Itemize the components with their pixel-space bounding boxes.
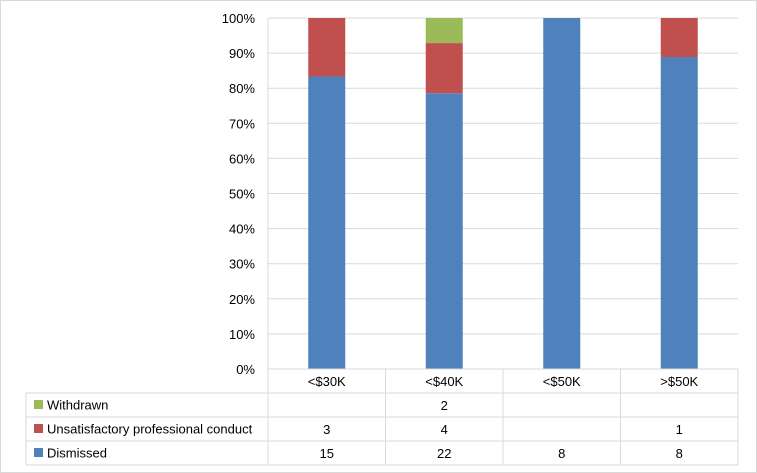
- legend-swatch: [34, 424, 43, 433]
- bar-segment: [543, 18, 581, 369]
- legend-label: Unsatisfactory professional conduct: [47, 422, 253, 437]
- data-table-value: 3: [323, 422, 330, 437]
- y-tick-label: 0%: [236, 362, 255, 377]
- y-tick-label: 70%: [229, 116, 255, 131]
- bar-segment: [308, 76, 346, 369]
- data-table-value: 22: [437, 446, 451, 461]
- data-table-value: 8: [558, 446, 565, 461]
- x-category-label: >$50K: [660, 374, 698, 389]
- y-tick-label: 80%: [229, 81, 255, 96]
- data-table-value: 4: [441, 422, 448, 437]
- y-tick-label: 90%: [229, 46, 255, 61]
- legend-swatch: [34, 400, 43, 409]
- bar-segment: [425, 18, 463, 44]
- y-tick-label: 50%: [229, 187, 255, 202]
- data-table-value: 1: [676, 422, 683, 437]
- data-table-value: 15: [320, 446, 334, 461]
- x-category-label: <$30K: [308, 374, 346, 389]
- bar-segment: [660, 18, 698, 57]
- data-table-value: 2: [441, 398, 448, 413]
- bar-segment: [425, 43, 463, 94]
- legend-label: Dismissed: [47, 446, 107, 461]
- y-tick-label: 20%: [229, 292, 255, 307]
- bar-segment: [425, 93, 463, 369]
- data-table-value: 8: [676, 446, 683, 461]
- x-category-label: <$40K: [425, 374, 463, 389]
- legend-label: Withdrawn: [47, 398, 108, 413]
- bar-segment: [660, 57, 698, 369]
- y-tick-label: 40%: [229, 222, 255, 237]
- y-tick-label: 100%: [222, 11, 256, 26]
- y-tick-label: 30%: [229, 257, 255, 272]
- legend-swatch: [34, 448, 43, 457]
- y-tick-label: 60%: [229, 151, 255, 166]
- x-category-label: <$50K: [543, 374, 581, 389]
- bar-segment: [308, 18, 346, 77]
- y-tick-label: 10%: [229, 327, 255, 342]
